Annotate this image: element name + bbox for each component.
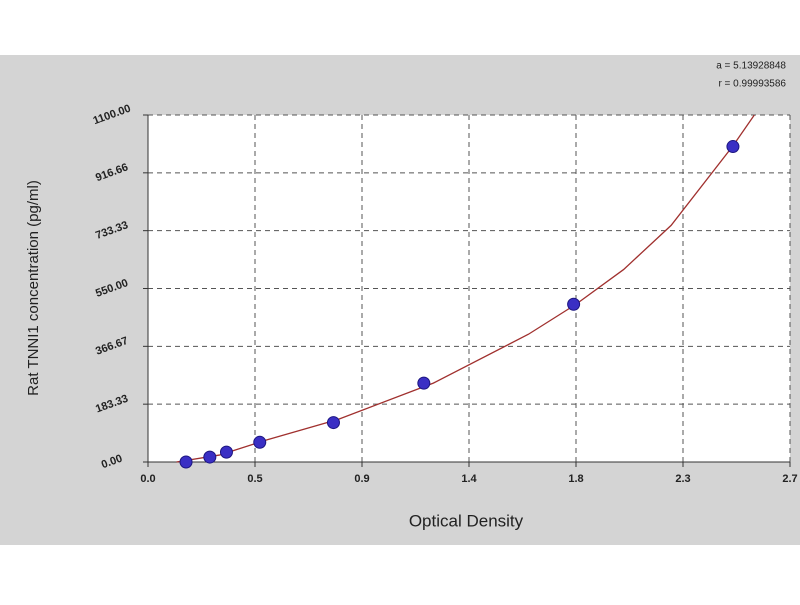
- data-point: [417, 376, 431, 390]
- x-tick-label: 2.3: [675, 473, 690, 485]
- data-point: [567, 297, 581, 311]
- data-point: [726, 140, 740, 154]
- x-tick-label: 1.4: [461, 473, 477, 485]
- data-point: [326, 416, 340, 430]
- annotation: a = 5.13928848: [716, 61, 786, 72]
- x-tick-label: 0.5: [247, 473, 262, 485]
- annotation: r = 0.99993586: [718, 79, 786, 90]
- data-point: [219, 445, 233, 459]
- data-point: [253, 435, 267, 449]
- data-point: [179, 455, 193, 469]
- data-point: [203, 450, 217, 464]
- y-axis-label: Rat TNNI1 concentration (pg/ml): [25, 180, 42, 396]
- x-axis-label: Optical Density: [409, 511, 524, 530]
- fit-curve: [176, 114, 755, 463]
- x-tick-label: 2.7: [782, 473, 797, 485]
- x-tick-label: 0.9: [354, 473, 369, 485]
- x-tick-label: 0.0: [140, 473, 155, 485]
- x-tick-label: 1.8: [568, 473, 583, 485]
